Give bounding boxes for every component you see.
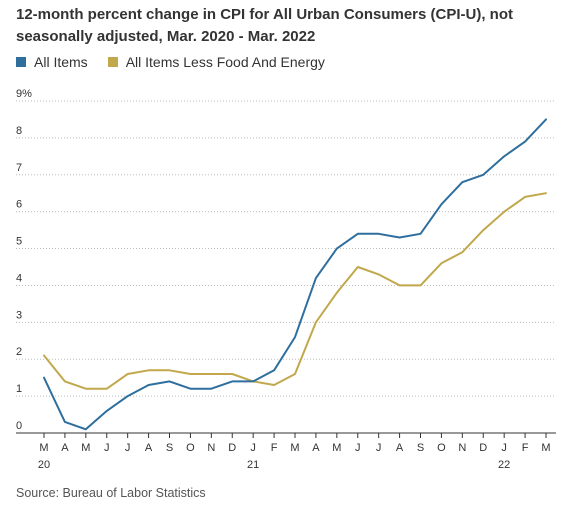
series-line-core — [43, 192, 547, 390]
x-tick-label: A — [312, 442, 320, 454]
legend-item-all-items: All Items — [16, 54, 88, 70]
x-tick-label: O — [437, 442, 446, 454]
x-tick-label: J — [250, 442, 256, 454]
y-tick-label: 4 — [16, 272, 22, 284]
x-year-label: 20 — [38, 459, 50, 471]
x-tick-label: D — [228, 442, 236, 454]
x-tick-label: F — [271, 442, 278, 454]
chart-title: 12-month percent change in CPI for All U… — [16, 6, 513, 45]
x-tick-label: A — [61, 442, 69, 454]
x-tick-label: S — [417, 442, 424, 454]
y-tick-label: 1 — [16, 383, 22, 395]
x-tick-label: J — [125, 442, 131, 454]
x-tick-label: M — [290, 442, 299, 454]
legend-swatch-core — [107, 57, 118, 67]
x-tick-label: A — [396, 442, 404, 454]
x-tick-label: J — [104, 442, 110, 454]
y-tick-label: 7 — [16, 162, 22, 174]
legend-item-core: All Items Less Food And Energy — [107, 54, 325, 70]
series-line-all-items — [43, 118, 547, 431]
x-tick-label: S — [166, 442, 173, 454]
y-tick-label: 2 — [16, 346, 22, 358]
x-year-label: 22 — [498, 459, 510, 471]
legend-label-core: All Items Less Food And Energy — [125, 54, 325, 70]
x-tick-label: N — [458, 442, 466, 454]
y-tick-label: 5 — [16, 236, 22, 248]
y-tick-label: 6 — [16, 199, 22, 211]
x-tick-label: O — [186, 442, 195, 454]
x-tick-label: J — [501, 442, 507, 454]
x-tick-label: N — [207, 442, 215, 454]
legend-label-all-items: All Items — [34, 54, 88, 70]
x-tick-label: F — [522, 442, 529, 454]
x-year-label: 21 — [247, 459, 259, 471]
y-tick-label: 8 — [16, 125, 22, 137]
legend: All Items All Items Less Food And Energy — [16, 54, 345, 70]
x-tick-label: D — [479, 442, 487, 454]
x-tick-label: J — [376, 442, 382, 454]
x-tick-label: J — [355, 442, 361, 454]
y-tick-label: 0 — [16, 420, 22, 432]
y-tick-label: 9% — [16, 88, 32, 100]
x-tick-label: M — [332, 442, 341, 454]
x-tick-label: M — [81, 442, 90, 454]
y-tick-label: 3 — [16, 309, 22, 321]
x-tick-label: A — [145, 442, 153, 454]
x-tick-label: M — [39, 442, 48, 454]
source-note: Source: Bureau of Labor Statistics — [16, 486, 206, 500]
legend-swatch-all-items — [16, 57, 26, 67]
x-tick-label: M — [541, 442, 550, 454]
